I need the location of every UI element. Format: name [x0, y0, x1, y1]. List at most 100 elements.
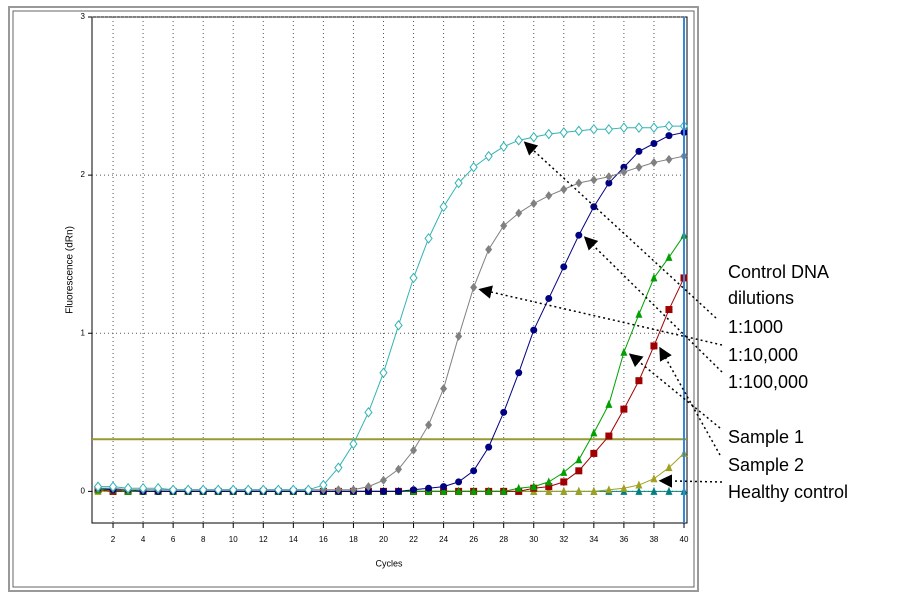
- point: [499, 141, 508, 152]
- point: [500, 408, 508, 416]
- point: [635, 309, 643, 318]
- annotation: 1:10,000: [728, 345, 799, 365]
- x-tick-label: 6: [171, 535, 176, 544]
- x-tick-label: 38: [649, 535, 658, 544]
- point: [620, 405, 628, 413]
- point: [650, 273, 658, 282]
- point: [635, 480, 643, 489]
- point: [454, 177, 463, 189]
- point: [635, 162, 643, 172]
- point: [635, 486, 643, 495]
- point: [455, 486, 463, 495]
- point: [410, 445, 418, 455]
- point: [424, 233, 433, 244]
- point: [214, 484, 223, 496]
- point: [515, 369, 523, 377]
- point: [605, 172, 613, 182]
- x-tick-label: 16: [319, 535, 328, 544]
- series-line: [97, 131, 685, 492]
- point: [485, 443, 493, 451]
- point: [545, 486, 553, 495]
- point: [650, 342, 658, 350]
- point: [665, 252, 673, 261]
- point: [319, 479, 328, 491]
- point: [484, 150, 493, 162]
- point: [635, 147, 643, 155]
- point: [575, 486, 583, 495]
- point: [169, 484, 178, 496]
- x-tick-label: 26: [469, 535, 478, 544]
- point: [665, 463, 673, 472]
- point: [635, 377, 643, 385]
- point: [108, 481, 118, 492]
- point: [560, 263, 568, 271]
- point: [560, 467, 568, 476]
- point: [244, 484, 253, 496]
- x-tick-label: 24: [439, 535, 448, 544]
- annotation: Control DNA dilutions: [728, 262, 829, 308]
- x-tick-label: 12: [259, 535, 268, 544]
- point: [545, 191, 553, 201]
- point: [545, 483, 553, 491]
- point: [364, 487, 372, 495]
- point: [470, 282, 478, 292]
- annotation: Healthy control: [728, 482, 849, 502]
- point: [650, 157, 658, 167]
- point: [349, 485, 357, 495]
- point: [620, 347, 628, 356]
- point: [590, 486, 598, 495]
- annotation: Sample 2: [728, 455, 805, 475]
- point: [138, 482, 148, 494]
- point: [274, 484, 283, 496]
- point: [665, 306, 673, 314]
- point: [334, 462, 343, 473]
- point: [514, 135, 523, 146]
- point: [395, 464, 403, 474]
- point: [665, 132, 673, 140]
- point: [530, 199, 538, 209]
- point: [604, 123, 614, 135]
- x-tick-label: 36: [619, 535, 628, 544]
- point: [470, 486, 478, 495]
- annotation: 1:1000: [728, 317, 784, 337]
- point: [410, 486, 418, 494]
- point: [455, 331, 463, 341]
- x-tick-label: 14: [289, 535, 298, 544]
- point: [425, 484, 433, 492]
- x-tick-label: 30: [529, 535, 538, 544]
- point: [560, 486, 568, 495]
- point: [153, 482, 163, 494]
- annotation-arrow: [658, 474, 723, 488]
- point: [93, 481, 103, 492]
- point: [590, 449, 598, 457]
- point: [500, 486, 508, 495]
- point: [395, 487, 403, 495]
- point: [440, 483, 448, 491]
- point: [409, 272, 418, 284]
- y-tick-label: 3: [81, 12, 86, 21]
- point: [605, 432, 613, 440]
- point: [590, 175, 598, 185]
- point: [379, 367, 388, 379]
- point: [650, 140, 658, 147]
- point: [575, 178, 583, 188]
- point: [590, 428, 598, 437]
- point: [394, 320, 403, 331]
- annotation: 1:100,000: [728, 372, 809, 392]
- x-tick-label: 34: [589, 535, 598, 544]
- window-inner-frame: [12, 10, 695, 588]
- point: [530, 482, 538, 491]
- point: [184, 484, 193, 496]
- point: [620, 163, 628, 171]
- point: [259, 484, 268, 496]
- y-axis-label: Fluorescence (dRn): [65, 226, 76, 314]
- plot-area: [91, 16, 688, 524]
- point: [425, 420, 433, 430]
- point: [469, 161, 478, 173]
- annotation-arrow: [523, 141, 717, 319]
- point: [379, 475, 387, 485]
- point: [123, 482, 133, 494]
- point: [470, 467, 478, 475]
- x-tick-label: 18: [349, 535, 358, 544]
